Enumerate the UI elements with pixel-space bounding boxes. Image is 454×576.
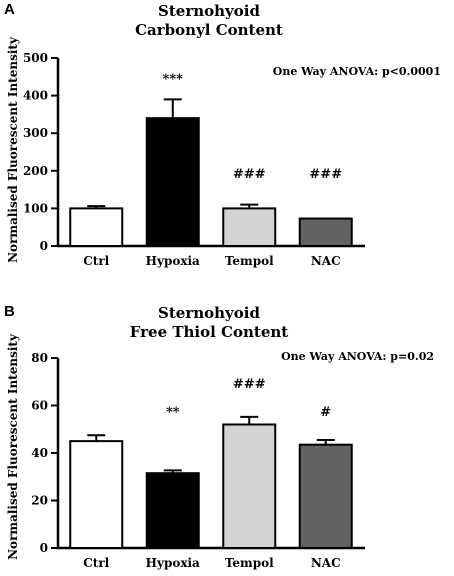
panel-b-bar-nac (298, 443, 353, 549)
panel-b-x-tick-label: Hypoxia (146, 556, 200, 570)
panel-b-significance-marker: ** (166, 405, 180, 420)
panel-a-significance-marker: ### (233, 167, 266, 182)
panel-a-bar-ctrl (69, 207, 124, 247)
panel-a-label: A (4, 1, 15, 18)
panel-b-significance-marker: # (320, 405, 331, 420)
panel-b-significance-marker: ### (233, 377, 266, 392)
panel-a-x-tick-label: Hypoxia (146, 254, 200, 268)
panel-b-title-line-2: Free Thiol Content (130, 323, 289, 341)
panel-b-plot: 0 20 40 60 80 Ctrl Hypoxia ** Tempol ### NAC # (31, 351, 365, 570)
panel-b-y-tick-label: 40 (31, 446, 48, 460)
panel-a-y-tick-label: 400 (23, 89, 48, 103)
panel-b-label: B (4, 303, 15, 320)
panel-b-x-tick-label: Ctrl (83, 556, 109, 570)
panel-a-y-tick-label: 200 (23, 164, 48, 178)
panel-a-y-tick-label: 500 (23, 51, 48, 65)
panel-b: B Sternohyoid Free Thiol Content One Way… (4, 303, 434, 570)
panel-b-y-tick-label: 0 (40, 541, 48, 555)
panel-a-plot: 0 100 200 300 400 500 Ctrl Hypoxia *** Tempol ### N… (23, 51, 365, 268)
panel-a-y-tick-label: 0 (40, 239, 48, 253)
panel-b-title-line-1: Sternohyoid (158, 304, 260, 322)
panel-a-x-tick-label: Tempol (225, 254, 274, 268)
panel-a-significance-marker: ### (309, 167, 342, 182)
panel-a-significance-marker: *** (163, 72, 184, 87)
panel-a-x-tick-label: NAC (311, 254, 341, 268)
panel-a-bar-tempol (222, 207, 277, 247)
panel-a-y-tick-label: 300 (23, 126, 48, 140)
panel-a-bar-nac (298, 217, 353, 248)
panel-b-y-tick-label: 60 (31, 399, 48, 413)
panel-b-anova-annotation: One Way ANOVA: p=0.02 (281, 350, 434, 363)
panel-a-bar-hypoxia (145, 117, 200, 247)
panel-a: A Sternohyoid Carbonyl Content One Way A… (4, 1, 441, 268)
panel-b-y-tick-label: 80 (31, 351, 48, 365)
panel-b-bar-tempol (222, 423, 277, 549)
panel-a-anova-annotation: One Way ANOVA: p<0.0001 (273, 65, 441, 78)
panel-b-bar-hypoxia (145, 472, 200, 549)
panel-a-y-axis-label: Normalised Fluorescent Intensity (6, 36, 20, 263)
panel-b-x-tick-label: NAC (311, 556, 341, 570)
panel-a-x-tick-label: Ctrl (83, 254, 109, 268)
panel-a-title-line-1: Sternohyoid (158, 2, 260, 20)
panel-b-x-tick-label: Tempol (225, 556, 274, 570)
panel-a-title-line-2: Carbonyl Content (135, 21, 283, 39)
panel-b-y-axis-label: Normalised Fluorescent Intensity (6, 333, 20, 560)
panel-b-y-tick-label: 20 (31, 494, 48, 508)
panel-b-bar-ctrl (69, 440, 124, 549)
panel-a-y-tick-label: 100 (23, 201, 48, 215)
